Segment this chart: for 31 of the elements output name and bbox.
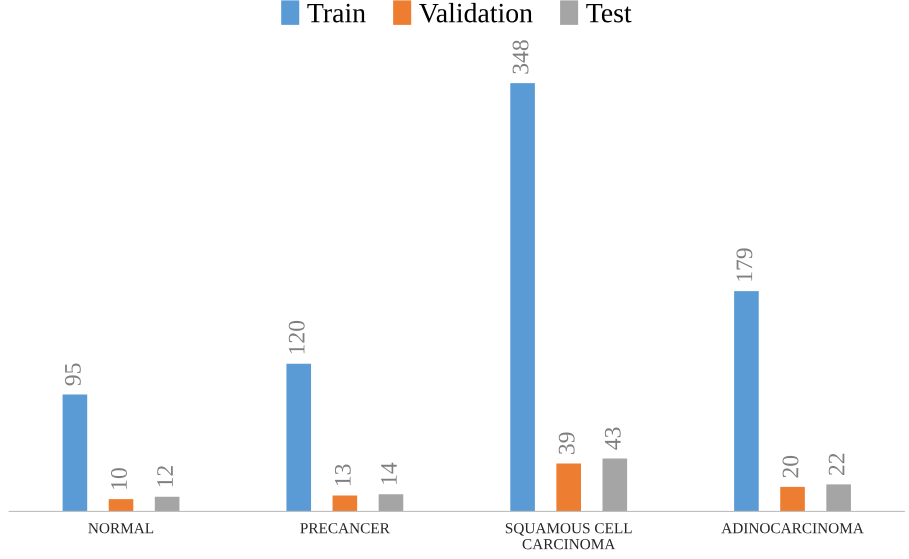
bar bbox=[556, 463, 582, 512]
bar bbox=[378, 494, 404, 512]
bar bbox=[62, 394, 88, 512]
legend-label: Train bbox=[307, 4, 366, 22]
data-label: 22 bbox=[828, 454, 844, 476]
bar bbox=[602, 458, 628, 512]
data-label: 10 bbox=[110, 468, 127, 489]
bar bbox=[510, 83, 535, 512]
bar bbox=[154, 496, 180, 512]
legend-label: Validation bbox=[419, 2, 533, 23]
x-tick-label: ADINOCARCINOMA bbox=[721, 523, 864, 534]
bar bbox=[332, 495, 358, 512]
data-label: 179 bbox=[736, 248, 752, 281]
legend-label: Test bbox=[586, 4, 632, 22]
bar bbox=[108, 499, 134, 512]
bar bbox=[734, 291, 759, 512]
data-label: 120 bbox=[288, 320, 305, 354]
bar bbox=[780, 486, 805, 512]
data-label: 14 bbox=[381, 462, 397, 484]
data-label: 43 bbox=[604, 428, 621, 450]
x-tick-label: PRECANCER bbox=[300, 523, 390, 534]
x-tick-label: SQUAMOUS CELL CARCINOMA bbox=[506, 523, 632, 550]
data-label: 95 bbox=[64, 364, 81, 386]
bar bbox=[286, 364, 312, 512]
data-label: 348 bbox=[512, 40, 528, 74]
x-tick-label: NORMAL bbox=[88, 523, 154, 534]
bar bbox=[826, 484, 851, 512]
data-label: 13 bbox=[334, 464, 351, 486]
data-label: 39 bbox=[558, 432, 575, 454]
data-label: 20 bbox=[782, 456, 798, 478]
data-label: 12 bbox=[157, 466, 173, 486]
